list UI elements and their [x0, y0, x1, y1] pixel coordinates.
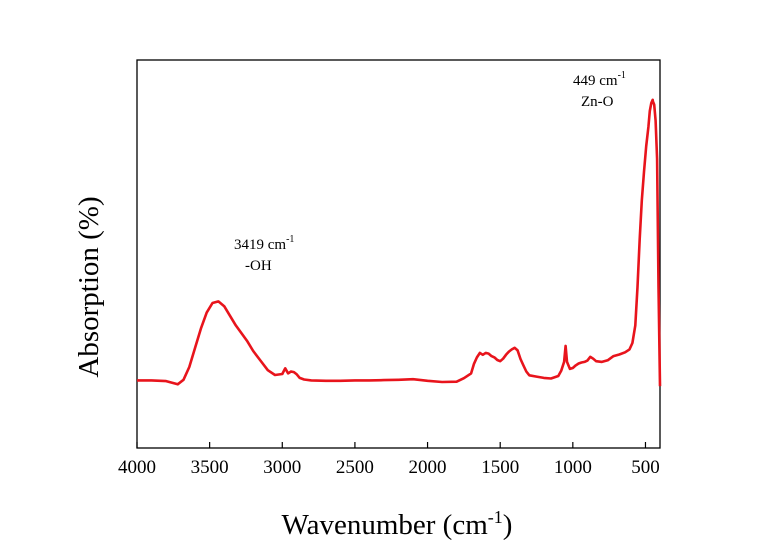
- x-axis-ticks: [136, 442, 647, 448]
- x-axis-title-tail: ): [503, 509, 513, 540]
- annotation-oh-wavenumber: 3419 cm: [234, 237, 286, 253]
- x-tick-label: 500: [631, 457, 660, 478]
- annotation-zno-superscript: -1: [618, 70, 626, 81]
- plot-frame: [136, 59, 661, 449]
- x-tick-label: 2500: [336, 457, 374, 478]
- x-tick-label: 1000: [554, 457, 592, 478]
- x-axis-title-main: Wavenumber (cm: [282, 509, 489, 540]
- y-axis-title: Absorption (%): [73, 196, 105, 377]
- x-tick-label: 3500: [191, 457, 229, 478]
- series-layer: [137, 98, 662, 387]
- series-line-0: [137, 98, 662, 387]
- annotation-zno-label: Zn-O: [581, 94, 614, 110]
- annotation-oh-superscript: -1: [286, 234, 294, 245]
- x-axis-title-superscript: -1: [488, 507, 503, 527]
- x-tick-label: 4000: [118, 457, 156, 478]
- annotation-oh-label: -OH: [245, 258, 272, 274]
- x-tick-label: 3000: [263, 457, 301, 478]
- annotation-zno-peak: 449 cm-1: [573, 70, 626, 89]
- annotation-zno-wavenumber: 449 cm: [573, 73, 618, 89]
- x-axis-title: Wavenumber (cm-1): [282, 507, 513, 540]
- x-axis-tick-labels: 4000 3500 3000 2500 2000 1500 1000 500: [118, 457, 660, 478]
- x-tick-label: 2000: [409, 457, 447, 478]
- x-tick-label: 1500: [481, 457, 519, 478]
- annotation-oh-peak: 3419 cm-1: [234, 234, 294, 253]
